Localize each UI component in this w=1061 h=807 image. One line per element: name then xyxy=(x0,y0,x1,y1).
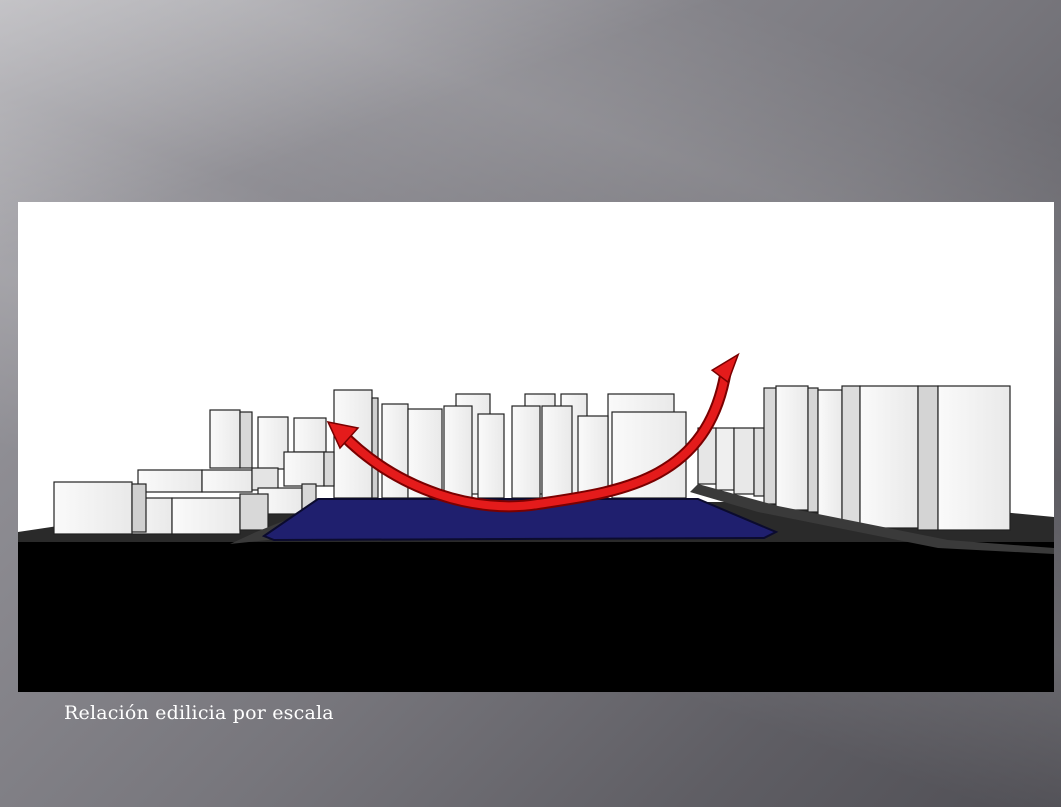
urban-model-image xyxy=(18,202,1054,692)
water-plaza xyxy=(261,498,779,542)
ground-base xyxy=(18,542,1054,692)
slide-caption: Relación edilicia por escala xyxy=(64,702,334,724)
right-buildings xyxy=(697,385,1011,531)
city-scale-illustration xyxy=(18,352,1054,692)
curved-double-arrow-icon xyxy=(326,352,740,513)
left-buildings xyxy=(53,409,335,535)
